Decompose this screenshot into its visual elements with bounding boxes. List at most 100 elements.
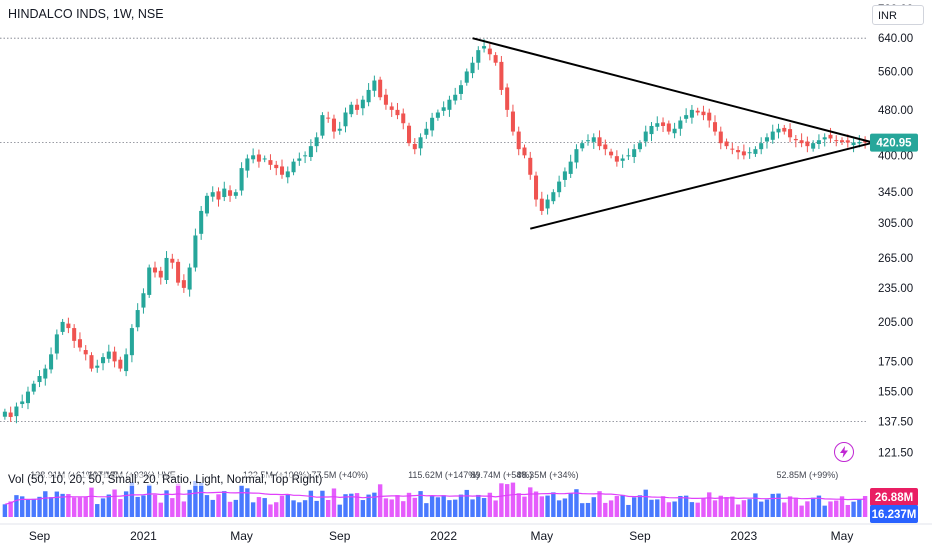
candle [343, 112, 348, 127]
candle [320, 115, 325, 136]
volume-ma-badge-bg [870, 488, 918, 506]
volume-bar [158, 502, 163, 517]
candle [228, 190, 233, 196]
volume-bar [222, 491, 227, 517]
candle [331, 118, 336, 132]
candle [482, 46, 487, 49]
volume-bar [793, 497, 799, 517]
candle [355, 104, 360, 110]
volume-indicator-legend[interactable]: Vol (50, 10, 20, 50, Small, 20, Ratio, L… [8, 474, 323, 486]
candle [372, 80, 377, 91]
volume-bar [724, 497, 729, 517]
candle [799, 140, 804, 144]
candle [412, 143, 417, 150]
volume-bar [568, 492, 573, 517]
volume-bar [574, 489, 579, 517]
volume-bar [401, 501, 406, 517]
volume-bar [164, 490, 169, 517]
volume-bar [799, 505, 804, 517]
volume-bar [753, 493, 758, 517]
candle [522, 147, 527, 156]
price-tick-label: 235.00 [878, 283, 913, 295]
candle [303, 155, 308, 157]
volume-bar [2, 504, 8, 517]
volume-bar [718, 495, 723, 517]
volume-bar [510, 482, 516, 517]
candle [753, 149, 758, 154]
candle [389, 106, 394, 110]
volume-bar [43, 491, 48, 517]
volume-bar [25, 499, 31, 517]
volume-bar [256, 497, 262, 517]
candle [204, 195, 209, 214]
candle [158, 270, 163, 278]
candle [49, 354, 54, 370]
volume-bar [533, 491, 539, 517]
candle [632, 149, 637, 157]
volume-bar [857, 499, 862, 517]
candle [805, 141, 810, 147]
candle [25, 391, 31, 404]
candle [712, 122, 718, 132]
candle [20, 401, 25, 405]
candle [580, 143, 585, 149]
candle [112, 351, 117, 362]
volume-bar [20, 496, 25, 517]
candle [574, 149, 579, 163]
candle [256, 154, 261, 162]
volume-bar [412, 497, 417, 517]
candle [222, 188, 227, 198]
candle [661, 122, 666, 126]
candle [31, 383, 36, 392]
volume-bar [233, 499, 239, 517]
volume-bar [551, 492, 556, 517]
volume-bar [655, 499, 660, 517]
candle [124, 354, 129, 372]
volume-bar [637, 495, 643, 517]
volume-last-badge: 16.237M [872, 509, 917, 521]
candle [193, 235, 198, 268]
volume-bar [89, 487, 94, 517]
candle [591, 137, 596, 142]
candle [782, 127, 787, 132]
candle [308, 146, 313, 157]
volume-bar [48, 497, 54, 517]
volume-annotation: 77.5M (+40%) [311, 470, 368, 480]
volume-bar [187, 489, 192, 517]
volume-annotation: 88.35M (+34%) [517, 470, 579, 480]
candle [666, 123, 671, 132]
volume-bar [735, 504, 741, 517]
x-tick-label: 2022 [430, 529, 457, 543]
chart-title: HINDALCO INDS, 1W, NSE [8, 7, 164, 21]
volume-bar [152, 494, 158, 517]
volume-bar [458, 494, 464, 517]
candle [839, 140, 845, 142]
volume-bar [603, 502, 608, 517]
candle [684, 115, 689, 119]
candle [603, 144, 608, 150]
volume-bar [354, 493, 360, 517]
volume-bar [100, 498, 106, 517]
volume-bar [193, 480, 198, 517]
candle [793, 138, 798, 141]
volume-bar [464, 489, 469, 517]
candle [637, 143, 642, 150]
volume-bar [649, 499, 654, 517]
volume-bar [349, 493, 354, 517]
x-tick-label: Sep [329, 529, 351, 543]
candle [736, 150, 741, 153]
candle [83, 350, 88, 355]
currency-selector[interactable]: INR [872, 5, 924, 25]
price-tick-label: 175.00 [878, 356, 913, 368]
volume-bar [250, 502, 256, 517]
flash-icon[interactable] [834, 442, 854, 462]
volume-bar [204, 495, 210, 517]
candle [701, 111, 706, 116]
candle [493, 55, 498, 63]
volume-bar [504, 484, 510, 517]
candle [476, 50, 481, 63]
last-price-badge-bg [870, 133, 918, 152]
volume-bar [545, 495, 550, 517]
candle [285, 171, 290, 178]
